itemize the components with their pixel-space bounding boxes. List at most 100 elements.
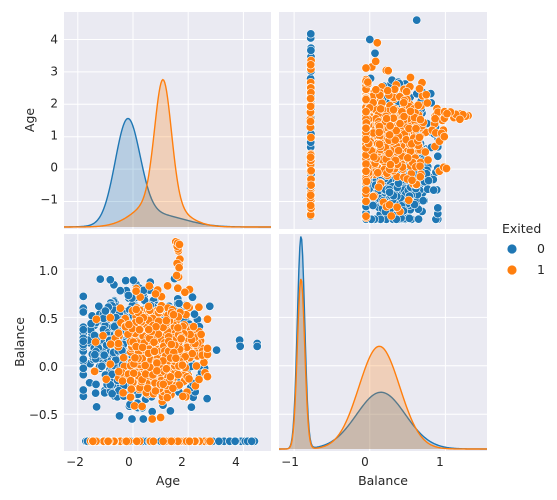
scatter-point-1 <box>182 301 192 311</box>
scatter-point-0 <box>91 379 101 389</box>
scatter-point-1 <box>106 339 116 349</box>
scatter-point-1 <box>152 366 162 376</box>
scatter-point-0 <box>92 402 102 412</box>
scatter-point-1 <box>162 393 172 403</box>
age-x-tick: −2 <box>66 455 84 469</box>
scatter-point-1 <box>362 176 372 186</box>
scatter-point-1 <box>199 357 209 367</box>
scatter-point-1 <box>361 107 371 117</box>
scatter-point-1 <box>306 101 316 111</box>
scatter-point-1 <box>155 304 165 314</box>
kde-line-1 <box>64 78 271 228</box>
scatter-point-1 <box>174 263 184 273</box>
balance-x-tick-labels: −1 0 1 <box>281 455 444 469</box>
scatter-point-1 <box>306 94 316 104</box>
scatter-point-1 <box>203 372 213 382</box>
scatter-point-0 <box>115 411 125 421</box>
scatter-point-0 <box>127 414 137 424</box>
scatter-point-1 <box>177 360 187 370</box>
scatter-point-1 <box>180 287 190 297</box>
kde-line-1 <box>279 278 487 450</box>
scatter-point-1 <box>130 401 140 411</box>
scatter-point-1 <box>176 334 186 344</box>
legend-title: Exited <box>502 221 541 236</box>
scatter-point-1 <box>166 436 176 446</box>
scatter-point-1 <box>165 372 175 382</box>
scatter-point-0 <box>109 322 119 332</box>
scatter-point-0 <box>370 48 380 58</box>
age-y-tick: 1 <box>50 129 58 143</box>
scatter-point-1 <box>385 160 395 170</box>
scatter-point-1 <box>422 98 432 108</box>
panel-balance-age-scatter <box>78 237 262 446</box>
scatter-point-1 <box>306 180 316 190</box>
scatter-point-1 <box>373 168 383 178</box>
scatter-point-0 <box>188 292 198 302</box>
scatter-point-1 <box>185 436 195 446</box>
scatter-point-0 <box>78 363 88 373</box>
scatter-point-1 <box>411 124 421 134</box>
panel-balance-balance-bg <box>279 234 487 451</box>
scatter-point-1 <box>191 361 201 371</box>
scatter-point-1 <box>144 281 154 291</box>
scatter-point-1 <box>374 127 384 137</box>
legend-label-0: 0 <box>537 241 545 256</box>
scatter-point-1 <box>203 343 213 353</box>
scatter-point-1 <box>126 392 136 402</box>
scatter-point-1 <box>203 314 213 324</box>
scatter-point-1 <box>414 132 424 142</box>
scatter-point-1 <box>372 38 382 48</box>
age-y-tick: 4 <box>50 33 58 47</box>
kde-area-1 <box>64 79 271 227</box>
scatter-point-0 <box>230 436 240 446</box>
legend-marker-1 <box>506 264 518 276</box>
scatter-point-0 <box>385 187 395 197</box>
balance-x-axis-label: Balance <box>358 473 408 488</box>
age-y-tick-labels: −1 0 1 2 3 4 <box>40 33 58 207</box>
scatter-point-1 <box>306 190 316 200</box>
scatter-point-0 <box>414 214 424 224</box>
scatter-point-1 <box>134 315 144 325</box>
scatter-point-0 <box>100 306 110 316</box>
age-x-tick: 2 <box>178 455 186 469</box>
scatter-point-1 <box>114 367 124 377</box>
scatter-point-1 <box>306 166 316 176</box>
scatter-point-0 <box>78 336 88 346</box>
scatter-point-0 <box>90 350 100 360</box>
scatter-point-1 <box>361 196 371 206</box>
scatter-point-1 <box>152 358 162 368</box>
scatter-point-1 <box>404 195 414 205</box>
scatter-point-1 <box>361 166 371 176</box>
scatter-point-1 <box>91 337 101 347</box>
scatter-point-1 <box>151 289 161 299</box>
scatter-point-1 <box>369 152 379 162</box>
scatter-point-1 <box>361 185 371 195</box>
scatter-point-1 <box>178 391 188 401</box>
scatter-point-1 <box>415 115 425 125</box>
scatter-point-1 <box>158 379 168 389</box>
scatter-point-1 <box>115 303 125 313</box>
scatter-point-1 <box>168 383 178 393</box>
scatter-point-0 <box>433 203 443 213</box>
scatter-point-0 <box>107 389 117 399</box>
scatter-point-1 <box>361 123 371 133</box>
scatter-point-1 <box>150 386 160 396</box>
scatter-point-1 <box>158 436 168 446</box>
scatter-point-1 <box>124 320 134 330</box>
scatter-point-1 <box>423 155 433 165</box>
scatter-point-0 <box>78 291 88 301</box>
scatter-point-1 <box>196 329 206 339</box>
scatter-point-1 <box>147 414 157 424</box>
balance-x-tick: 0 <box>361 455 369 469</box>
scatter-point-1 <box>163 281 173 291</box>
scatter-point-1 <box>184 374 194 384</box>
scatter-point-0 <box>95 274 105 284</box>
scatter-point-0 <box>99 350 109 360</box>
scatter-point-0 <box>412 15 422 25</box>
scatter-point-0 <box>429 185 439 195</box>
scatter-point-1 <box>144 325 154 335</box>
legend-marker-0 <box>506 243 518 255</box>
balance-y-tick-labels: −0.5 0.0 0.5 1.0 <box>29 264 58 422</box>
balance-y-tick: −0.5 <box>29 408 58 422</box>
